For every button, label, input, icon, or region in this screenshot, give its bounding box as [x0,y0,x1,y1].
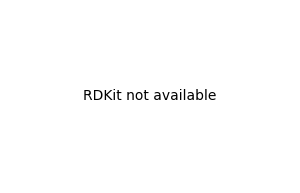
Text: RDKit not available: RDKit not available [83,90,217,103]
